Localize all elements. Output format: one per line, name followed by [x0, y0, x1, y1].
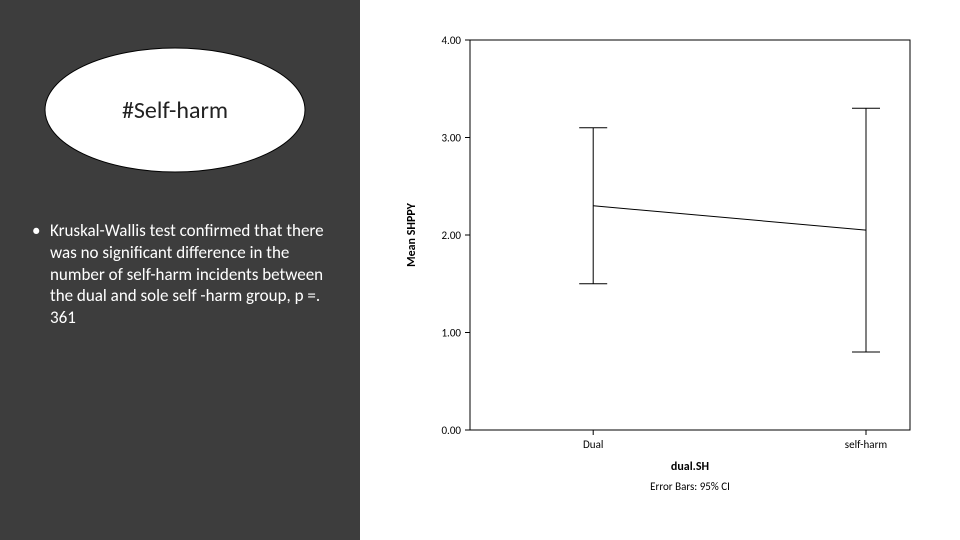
left-panel: #Self-harm • Kruskal-Wallis test confirm… [0, 0, 360, 540]
svg-text:0.00: 0.00 [441, 424, 461, 437]
svg-text:Dual: Dual [583, 438, 603, 451]
svg-text:Error Bars: 95% CI: Error Bars: 95% CI [650, 480, 730, 493]
bullet-text: Kruskal-Wallis test confirmed that there… [50, 220, 332, 329]
errorbar-chart: 0.00 1.00 2.00 3.00 4.00 Mean SHPPY Dual self-h… [380, 20, 940, 520]
bullet-dot: • [32, 220, 50, 329]
bullet-item: • Kruskal-Wallis test confirmed that the… [32, 220, 332, 329]
bullet-block: • Kruskal-Wallis test confirmed that the… [32, 220, 332, 329]
svg-text:4.00: 4.00 [441, 34, 461, 47]
svg-text:dual.SH: dual.SH [671, 460, 709, 474]
title-ellipse: #Self-harm [40, 40, 310, 180]
svg-text:self-harm: self-harm [845, 438, 888, 451]
svg-text:Mean SHPPY: Mean SHPPY [405, 202, 419, 267]
svg-text:2.00: 2.00 [441, 229, 461, 242]
slide-root: #Self-harm • Kruskal-Wallis test confirm… [0, 0, 960, 540]
right-panel: 0.00 1.00 2.00 3.00 4.00 Mean SHPPY Dual self-h… [360, 0, 960, 540]
svg-text:1.00: 1.00 [441, 327, 461, 340]
slide-title: #Self-harm [40, 40, 310, 180]
svg-text:3.00: 3.00 [441, 132, 461, 145]
